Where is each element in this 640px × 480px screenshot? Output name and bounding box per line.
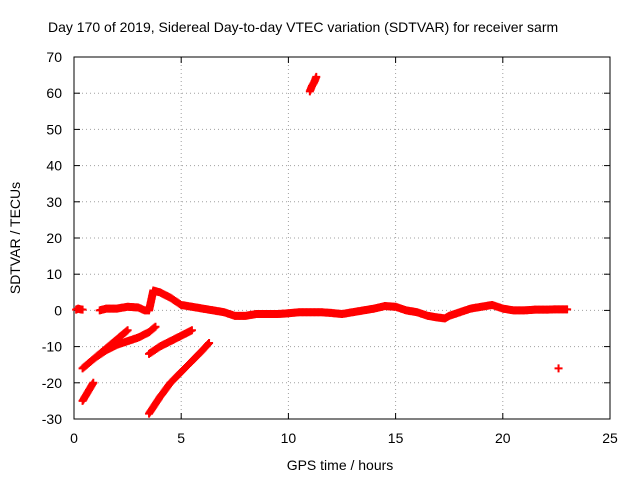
y-tick-label: 40 bbox=[46, 158, 62, 174]
data-point bbox=[123, 326, 132, 335]
axis-ticks: -30 -20 -10 0 10 20 30 40 50 60 70 0 5 10 15 20 25 bbox=[42, 49, 618, 446]
data-point bbox=[78, 305, 87, 314]
series-group bbox=[554, 364, 563, 373]
series-group bbox=[95, 286, 572, 323]
series-group bbox=[145, 338, 214, 418]
data-point bbox=[563, 305, 572, 314]
series-group bbox=[91, 322, 160, 362]
data-point bbox=[312, 72, 321, 81]
series-group bbox=[305, 72, 321, 96]
y-tick-label: 10 bbox=[46, 266, 62, 282]
data-point bbox=[554, 364, 563, 373]
y-tick-label: 30 bbox=[46, 194, 62, 210]
y-tick-label: 0 bbox=[54, 302, 62, 318]
x-axis-label: GPS time / hours bbox=[287, 457, 394, 473]
y-tick-label: -10 bbox=[42, 339, 62, 355]
x-tick-label: 15 bbox=[388, 430, 404, 446]
series-group bbox=[145, 326, 196, 358]
data-point bbox=[205, 338, 214, 347]
y-tick-label: 60 bbox=[46, 85, 62, 101]
y-tick-label: -30 bbox=[42, 411, 62, 427]
y-tick-label: 20 bbox=[46, 230, 62, 246]
x-tick-label: 25 bbox=[602, 430, 618, 446]
x-tick-label: 10 bbox=[281, 430, 297, 446]
data-point bbox=[151, 322, 160, 331]
y-axis-label: SDTVAR / TECUs bbox=[7, 182, 23, 294]
y-tick-label: 70 bbox=[46, 49, 62, 65]
y-tick-label: 50 bbox=[46, 121, 62, 137]
x-tick-label: 20 bbox=[495, 430, 511, 446]
data-point bbox=[89, 378, 98, 387]
data-point bbox=[187, 326, 196, 335]
chart-title: Day 170 of 2019, Sidereal Day-to-day VTE… bbox=[48, 19, 558, 35]
series-group bbox=[78, 378, 98, 405]
grid-lines bbox=[74, 57, 610, 419]
series-group bbox=[72, 304, 87, 314]
data-markers bbox=[72, 72, 572, 418]
x-tick-label: 5 bbox=[177, 430, 185, 446]
y-tick-label: -20 bbox=[42, 375, 62, 391]
x-tick-label: 0 bbox=[70, 430, 78, 446]
